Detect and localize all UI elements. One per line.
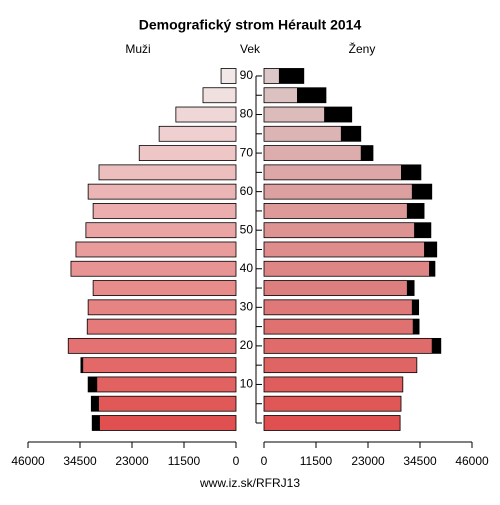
excess-bar xyxy=(411,184,432,200)
bar xyxy=(202,87,237,104)
y-tick-label: 30 xyxy=(240,299,254,313)
bar xyxy=(70,260,237,277)
bar xyxy=(91,415,237,431)
x-tick-label: 23000 xyxy=(115,454,149,468)
chart-title: Demografický strom Hérault 2014 xyxy=(139,17,362,33)
bar xyxy=(87,183,237,200)
bar xyxy=(263,299,420,316)
bar xyxy=(263,395,402,412)
excess-bar xyxy=(92,415,100,431)
excess-bar xyxy=(412,319,420,335)
bar xyxy=(263,145,374,161)
x-tick-label: 46000 xyxy=(455,454,489,468)
x-tick-label: 23000 xyxy=(351,454,385,468)
bar xyxy=(263,164,422,181)
bar xyxy=(86,318,237,335)
right-label: Ženy xyxy=(349,41,376,56)
center-label: Vek xyxy=(240,42,261,56)
excess-bar xyxy=(414,222,431,238)
bar xyxy=(263,318,420,335)
bar xyxy=(263,241,438,258)
y-tick-label: 60 xyxy=(240,184,254,198)
excess-bar xyxy=(360,145,373,161)
x-tick-label: 11500 xyxy=(168,454,201,468)
bar xyxy=(175,106,237,123)
bar xyxy=(263,260,436,277)
excess-bar xyxy=(401,164,421,180)
bar xyxy=(263,357,418,374)
bar xyxy=(98,164,237,181)
bar xyxy=(158,125,237,142)
excess-bar xyxy=(411,299,419,315)
source: www.iz.sk/RFRJ13 xyxy=(199,476,300,490)
bar xyxy=(75,241,237,258)
y-tick-label: 40 xyxy=(240,261,254,275)
bar xyxy=(90,395,237,412)
excess-bar xyxy=(324,107,352,123)
bar xyxy=(263,337,442,354)
bar xyxy=(92,280,237,296)
bar xyxy=(220,68,237,84)
excess-bar xyxy=(429,261,435,277)
excess-bar xyxy=(297,87,326,103)
y-tick-label: 20 xyxy=(240,338,254,352)
y-tick-label: 50 xyxy=(240,222,254,236)
y-tick-label: 80 xyxy=(240,107,254,121)
x-tick-label: 0 xyxy=(261,454,268,468)
left-label: Muži xyxy=(125,42,150,56)
bar xyxy=(67,337,237,354)
x-tick-label: 11500 xyxy=(300,454,333,468)
x-tick-label: 34500 xyxy=(403,454,437,468)
excess-bar xyxy=(80,357,84,373)
excess-bar xyxy=(340,126,361,142)
bar xyxy=(138,145,237,161)
y-tick-label: 70 xyxy=(240,145,254,159)
bar xyxy=(263,183,433,200)
bar xyxy=(87,376,237,393)
bar xyxy=(85,222,237,239)
y-tick-label: 10 xyxy=(240,377,254,391)
excess-bar xyxy=(91,396,99,412)
excess-bar xyxy=(278,68,304,84)
bar xyxy=(263,415,401,431)
bar xyxy=(80,357,237,374)
excess-bar xyxy=(424,241,437,257)
y-tick-label: 90 xyxy=(240,68,254,82)
x-tick-label: 34500 xyxy=(63,454,97,468)
excess-bar xyxy=(406,280,415,296)
bar xyxy=(263,222,432,239)
excess-bar xyxy=(88,376,98,392)
bar xyxy=(87,299,237,316)
bar xyxy=(263,280,415,296)
excess-bar xyxy=(406,203,425,219)
x-tick-label: 46000 xyxy=(11,454,45,468)
bar xyxy=(263,203,425,219)
excess-bar xyxy=(431,338,441,354)
x-tick-label: 0 xyxy=(233,454,240,468)
bar xyxy=(92,203,237,219)
bar xyxy=(263,376,404,393)
